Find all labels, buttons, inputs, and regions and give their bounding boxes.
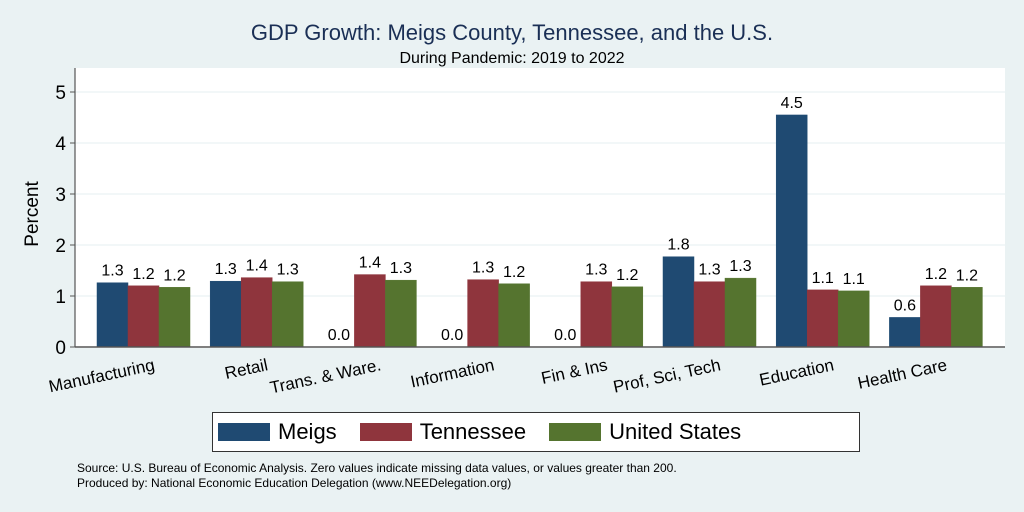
x-tick-label: Prof, Sci, Tech (611, 355, 722, 396)
data-label: 1.4 (246, 258, 268, 275)
data-label: 1.8 (667, 237, 689, 254)
data-label: 1.4 (359, 255, 381, 272)
y-tick-label: 2 (55, 236, 66, 257)
data-label: 1.3 (698, 262, 720, 279)
data-label: 1.3 (390, 260, 412, 277)
x-tick-label: Education (758, 355, 836, 389)
legend-label: Tennessee (419, 419, 527, 444)
data-label: 1.1 (812, 270, 834, 287)
data-label: 1.3 (585, 262, 607, 279)
data-label: 1.1 (843, 271, 865, 288)
bar (271, 281, 304, 348)
x-tick-label: Manufacturing (47, 355, 156, 396)
legend-item: United States (544, 419, 759, 445)
data-label: 1.2 (956, 267, 978, 284)
data-label: 0.0 (554, 327, 576, 344)
legend-item: Tennessee (355, 419, 544, 445)
bar (920, 285, 952, 348)
x-tick-label: Trans. & Ware. (268, 355, 383, 397)
bar (889, 317, 921, 348)
bar (385, 279, 417, 348)
produced-by-note: Produced by: National Economic Education… (77, 476, 512, 490)
bar (96, 282, 129, 348)
data-label: 1.3 (729, 258, 751, 275)
data-label: 0.0 (328, 327, 350, 344)
data-label: 1.3 (215, 261, 237, 278)
bar (158, 287, 191, 348)
legend-swatch (218, 423, 270, 441)
y-tick-label: 4 (55, 134, 66, 155)
data-label: 1.3 (277, 262, 299, 279)
bar (209, 280, 242, 348)
bar (837, 290, 870, 348)
data-label: 0.0 (441, 327, 463, 344)
bar (724, 277, 757, 348)
data-label: 1.2 (503, 264, 525, 281)
legend-label: United States (609, 419, 742, 444)
data-label: 1.3 (472, 260, 494, 277)
legend-swatch (549, 423, 602, 441)
data-label: 1.2 (132, 266, 154, 283)
y-tick-label: 1 (55, 287, 66, 308)
data-label: 1.3 (101, 263, 123, 280)
data-label: 1.2 (616, 267, 638, 284)
bar (127, 285, 160, 348)
bar (662, 256, 695, 348)
y-tick-label: 5 (55, 83, 66, 104)
x-tick-label: Information (409, 355, 496, 391)
y-tick-label: 3 (55, 185, 66, 206)
x-tick-label: Fin & Ins (540, 355, 610, 388)
bar (775, 114, 808, 348)
y-axis-label: Percent (22, 181, 43, 247)
data-label: 0.6 (894, 297, 916, 314)
source-note: Source: U.S. Bureau of Economic Analysis… (77, 461, 677, 475)
legend-label: Meigs (278, 419, 337, 444)
x-tick-label: Retail (223, 355, 269, 383)
legend: Meigs Tennessee United States (212, 412, 860, 452)
bar (951, 287, 983, 348)
bar (806, 289, 839, 348)
legend-item: Meigs (213, 419, 355, 445)
data-label: 1.2 (163, 267, 185, 284)
chart-subtitle: During Pandemic: 2019 to 2022 (399, 50, 625, 67)
bar (498, 283, 530, 348)
data-label: 1.2 (925, 266, 947, 283)
bar (240, 277, 273, 348)
data-label: 4.5 (781, 95, 803, 112)
bar (580, 281, 613, 348)
legend-swatch (359, 423, 412, 441)
x-tick-label: Health Care (856, 355, 949, 392)
bar (611, 286, 644, 348)
bar (693, 281, 726, 348)
chart-title: GDP Growth: Meigs County, Tennessee, and… (250, 20, 774, 45)
bar (354, 274, 386, 348)
y-tick-label: 0 (55, 338, 66, 359)
bar (467, 279, 499, 348)
